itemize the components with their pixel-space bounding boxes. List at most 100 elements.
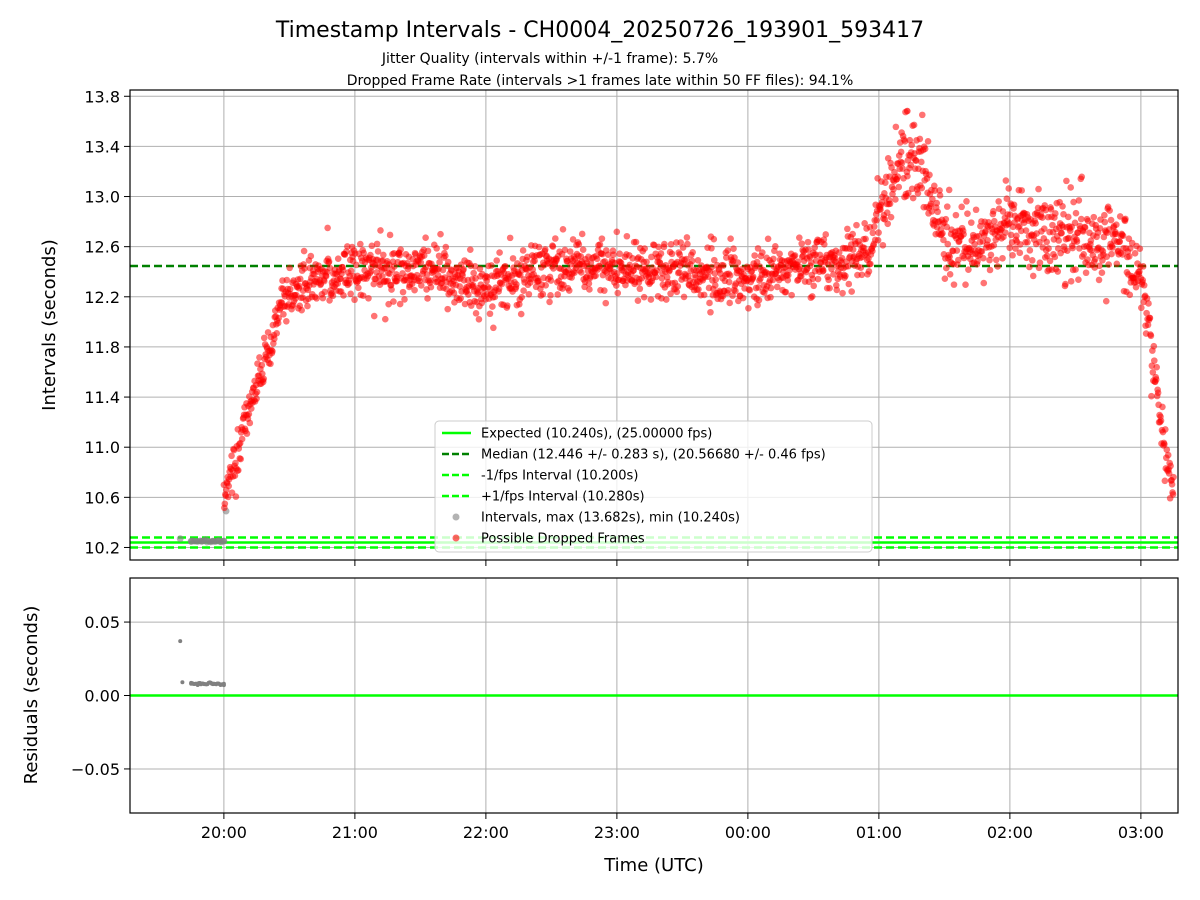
dropped-frame-point: [1148, 392, 1155, 400]
x-axis-label: Time (UTC): [603, 855, 704, 876]
dropped-frame-point: [945, 186, 953, 194]
dropped-frame-point: [1108, 250, 1115, 258]
dropped-frame-point: [1145, 300, 1152, 307]
dropped-frame-point: [663, 273, 671, 281]
residual-point: [189, 681, 194, 686]
dropped-frame-point: [992, 256, 1000, 264]
dropped-frame-point: [726, 299, 733, 307]
dropped-frame-point: [489, 303, 496, 310]
dropped-frame-point: [788, 291, 795, 299]
dropped-frame-point: [904, 172, 911, 180]
dropped-frame-point: [667, 290, 674, 297]
dropped-frame-point: [833, 286, 841, 294]
dropped-frame-point: [894, 173, 902, 180]
dropped-frame-point: [283, 317, 290, 325]
dropped-frame-point: [405, 263, 412, 270]
dropped-frame-point: [931, 187, 939, 194]
dropped-frame-point: [1035, 185, 1042, 193]
dropped-frame-point: [237, 455, 244, 463]
legend-label: Expected (10.240s), (25.00000 fps): [481, 427, 712, 442]
dropped-frame-point: [912, 157, 920, 164]
dropped-frame-point: [861, 220, 868, 227]
dropped-frame-point: [326, 297, 333, 304]
dropped-frame-point: [796, 234, 803, 241]
dropped-frame-point: [1022, 227, 1030, 234]
residual-point: [210, 681, 215, 686]
dropped-frame-point: [886, 200, 894, 208]
top-plot: 10.2 10.6 11.0 11.4 11.8 12.2 12.6 13.0 13.4 13.8…: [84, 87, 1179, 566]
dropped-frame-point: [397, 246, 404, 253]
dropped-frame-point: [677, 239, 684, 246]
dropped-frame-point: [370, 280, 378, 288]
dropped-frame-point: [422, 234, 429, 242]
dropped-frame-point: [946, 271, 954, 278]
dropped-frame-point: [867, 260, 874, 268]
dropped-frame-point: [258, 361, 266, 369]
dropped-frame-point: [1003, 195, 1011, 202]
dropped-frame-point: [1036, 259, 1044, 267]
dropped-frame-point: [610, 251, 617, 258]
dropped-frame-point: [629, 255, 636, 262]
dropped-frame-point: [942, 215, 950, 223]
dropped-frame-point: [952, 211, 960, 219]
dropped-frame-point: [470, 269, 477, 277]
dropped-frame-point: [907, 161, 915, 169]
dropped-frame-point: [232, 493, 240, 500]
dropped-frame-point: [347, 267, 355, 275]
dropped-frame-point: [860, 244, 868, 252]
dropped-frame-point: [424, 247, 432, 255]
dropped-frame-point: [1098, 269, 1106, 277]
dropped-frame-point: [1168, 481, 1176, 488]
dropped-frame-point: [417, 259, 425, 266]
dropped-frame-point: [399, 288, 407, 296]
dropped-frame-point: [246, 419, 254, 427]
dropped-frame-point: [1090, 213, 1098, 221]
dropped-frame-point: [754, 245, 762, 252]
dropped-frame-point: [657, 250, 665, 257]
dropped-frame-point: [731, 254, 738, 261]
dropped-frame-point: [1163, 446, 1171, 454]
dropped-frame-point: [1046, 257, 1054, 265]
dropped-frame-point: [794, 258, 802, 266]
dropped-frame-point: [814, 275, 822, 283]
dropped-frame-point: [547, 292, 554, 299]
dropped-frame-point: [531, 257, 538, 265]
dropped-frame-point: [613, 228, 621, 236]
dropped-frame-point: [869, 247, 876, 255]
dropped-frame-point: [401, 296, 408, 303]
residual-point: [180, 680, 185, 685]
dropped-frame-point: [368, 242, 376, 250]
legend-label: Median (12.446 +/- 0.283 s), (20.56680 +…: [481, 448, 826, 463]
dropped-frame-point: [895, 183, 903, 191]
interval-point: [209, 537, 217, 545]
dropped-frame-point: [329, 292, 337, 300]
dropped-frame-point: [835, 249, 843, 256]
dropped-frame-point: [796, 263, 804, 271]
dropped-frame-point: [459, 272, 466, 279]
dropped-frame-point: [939, 230, 946, 237]
dropped-frame-point: [784, 276, 792, 284]
dropped-frame-point: [668, 250, 676, 258]
dropped-frame-point: [614, 289, 622, 297]
dropped-frame-point: [994, 263, 1002, 270]
dropped-frame-point: [1103, 253, 1111, 260]
dropped-frame-point: [755, 284, 762, 291]
x-tick-label: 02:00: [987, 823, 1033, 842]
dropped-frame-point: [1126, 291, 1134, 299]
dropped-frame-point: [1113, 260, 1121, 268]
dropped-frame-point: [450, 289, 458, 297]
dropped-frame-point: [958, 203, 965, 211]
dropped-frame-point: [253, 388, 261, 396]
dropped-frame-point: [944, 240, 952, 248]
dropped-frame-point: [1112, 230, 1120, 238]
dropped-frame-point: [1162, 426, 1169, 433]
dropped-frame-point: [542, 282, 550, 289]
dropped-frame-point: [1029, 272, 1037, 280]
dropped-frame-point: [456, 283, 464, 290]
dropped-frame-point: [1157, 417, 1165, 424]
dropped-frame-point: [1042, 206, 1050, 214]
dropped-frame-point: [1101, 218, 1109, 226]
dropped-frame-point: [578, 230, 586, 238]
dropped-frame-point: [984, 236, 991, 244]
dropped-frame-point: [535, 243, 543, 251]
